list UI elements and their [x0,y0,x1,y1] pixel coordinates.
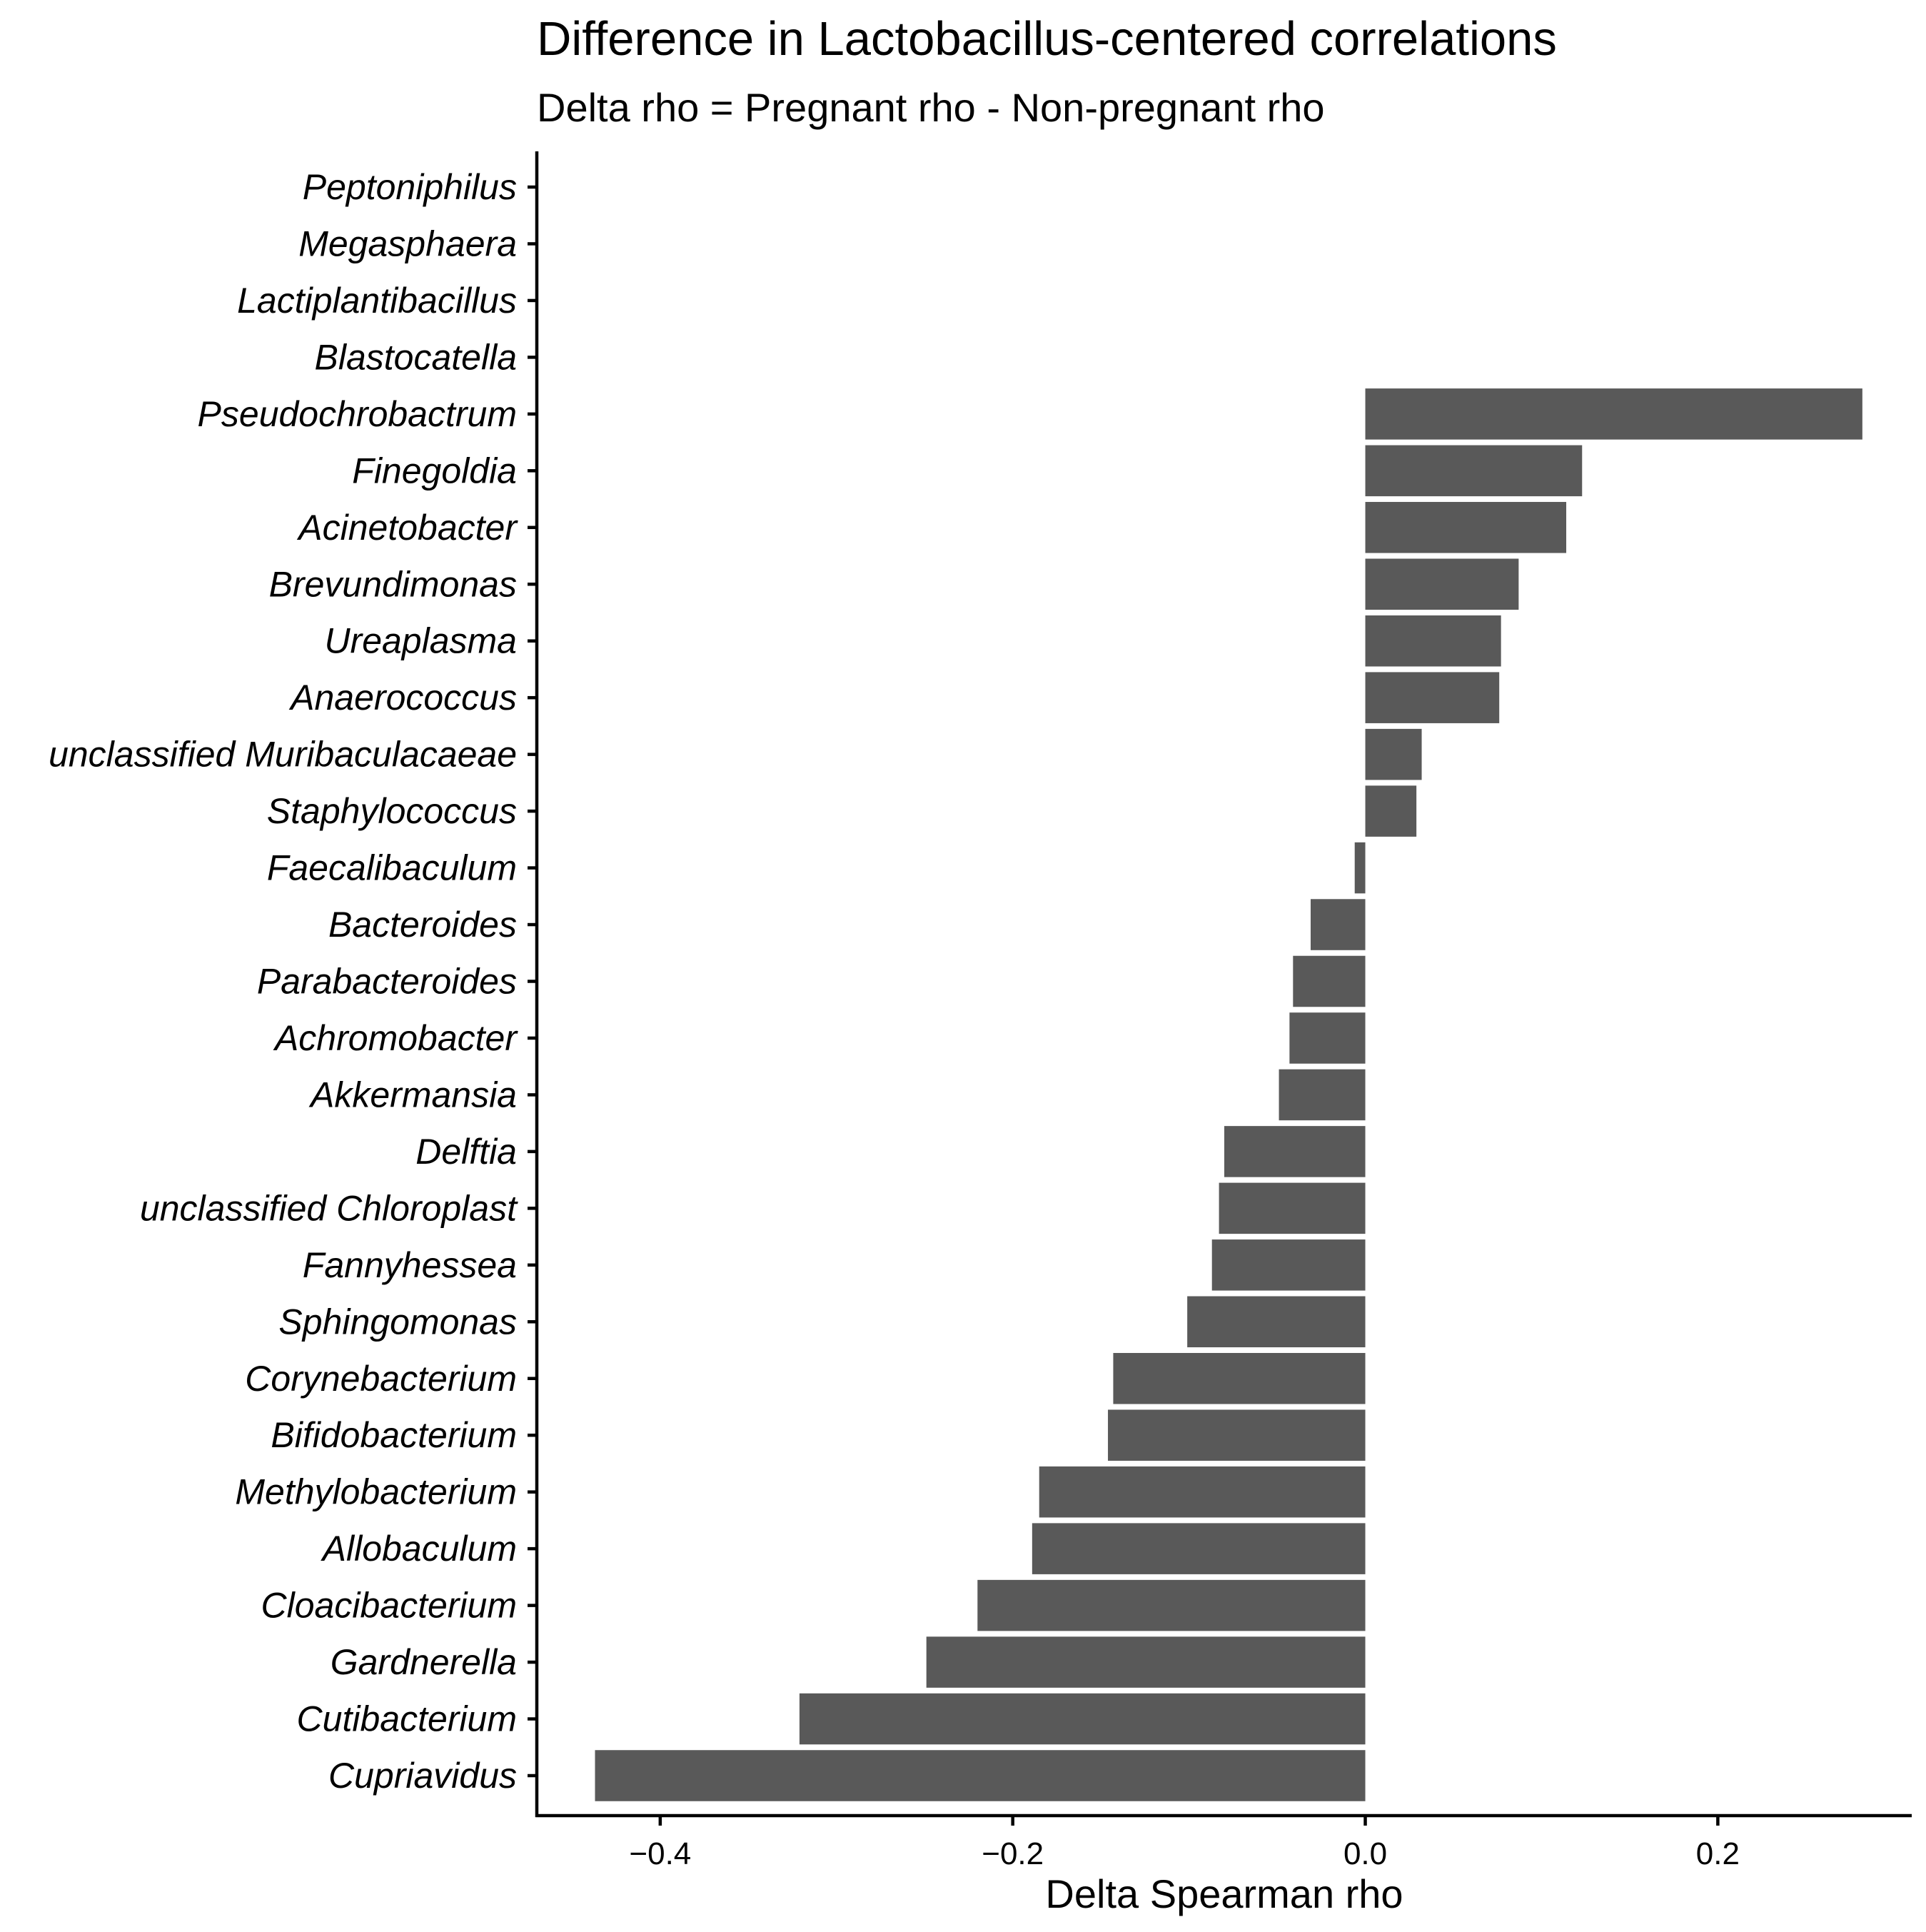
y-tick-label: Cupriavidus [328,1756,517,1796]
bar-acinetobacter [1365,502,1567,553]
bar-cloacibacterium [977,1579,1366,1631]
x-axis-title: Delta Spearman rho [1045,1871,1403,1916]
y-tick-label: Achromobacter [273,1018,518,1058]
y-tick-label: Faecalibaculum [267,848,517,888]
bars-group [595,388,1862,1801]
y-tick-label: Gardnerella [331,1642,517,1682]
bar-sphingomonas [1187,1296,1366,1348]
bar-ureaplasma [1365,615,1501,667]
y-tick-label: Methylobacterium [235,1472,517,1512]
y-tick-label: Delftia [415,1132,517,1172]
y-tick-label: Staphylococcus [267,791,517,831]
bar-faecalibaculum [1354,842,1366,894]
bar-achromobacter [1289,1012,1366,1064]
y-tick-label: Allobaculum [321,1529,517,1569]
bar-fannyhessea [1211,1239,1366,1291]
bar-unclassified-chloroplast [1219,1182,1366,1234]
bar-methylobacterium [1039,1466,1366,1518]
y-tick-label: Ureaplasma [324,621,517,661]
bar-corynebacterium [1113,1352,1366,1404]
y-tick-label: Megasphaera [298,223,517,263]
bar-cupriavidus [595,1750,1366,1801]
y-tick-label: Pseudochrobactrum [198,394,517,434]
y-tick-label: Bifidobacterium [271,1415,517,1455]
y-tick-label: Lactiplantibacillus [237,281,517,321]
bar-bacteroides [1310,899,1366,950]
y-tick-label: Bacteroides [328,905,517,945]
bar-brevundimonas [1365,558,1519,610]
bar-allobaculum [1032,1523,1366,1574]
y-tick-label: Parabacteroides [257,962,517,1002]
y-tick-label: Akkermansia [308,1075,517,1115]
y-tick-label: Blastocatella [315,337,518,377]
y-tick-label: Brevundimonas [269,564,517,604]
y-tick-label: unclassified Chloroplast [140,1188,518,1228]
y-tick-label: Acinetobacter [296,508,518,548]
x-tick-label: −0.2 [982,1836,1044,1871]
x-tick-label: −0.4 [629,1836,691,1871]
bar-akkermansia [1279,1069,1366,1121]
bar-parabacteroides [1293,955,1366,1007]
x-tick-label: 0.2 [1696,1836,1740,1871]
y-tick-label: Peptoniphilus [303,167,517,207]
y-tick-label: Cutibacterium [297,1699,517,1739]
y-tick-label: Fannyhessea [303,1245,517,1285]
bar-pseudochrobactrum [1365,388,1862,440]
y-tick-label: Corynebacterium [245,1359,517,1399]
bar-staphylococcus [1365,785,1417,837]
y-tick-label: Cloacibacterium [261,1586,517,1626]
bar-bifidobacterium [1108,1409,1366,1461]
bar-unclassified-muribaculacaeae [1365,728,1422,780]
y-tick-label: Sphingomonas [278,1302,517,1342]
x-axis-ticks: −0.4 −0.2 0.0 0.2 [629,1816,1740,1871]
x-tick-label: 0.0 [1343,1836,1387,1871]
y-tick-label: unclassified Muribaculacaeae [49,735,517,775]
bar-gardnerella [926,1636,1366,1688]
bar-cutibacterium [799,1693,1366,1745]
chart-subtitle: Delta rho = Pregnant rho - Non-pregnant … [537,85,1325,130]
bar-delftia [1224,1126,1366,1177]
y-tick-label: Finegoldia [352,451,517,490]
bar-finegoldia [1365,445,1583,497]
y-tick-label: Anaerococcus [288,678,517,718]
y-axis-labels: Peptoniphilus Megasphaera Lactiplantibacil… [49,167,537,1796]
bar-anaerococcus [1365,672,1500,723]
chart-title: Difference in Lactobacillus-centered cor… [537,12,1557,66]
